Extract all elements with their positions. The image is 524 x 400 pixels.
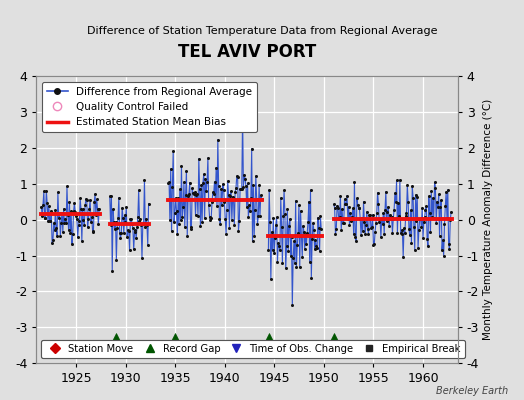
Y-axis label: Monthly Temperature Anomaly Difference (°C): Monthly Temperature Anomaly Difference (… — [483, 99, 493, 340]
Text: Difference of Station Temperature Data from Regional Average: Difference of Station Temperature Data f… — [87, 26, 437, 36]
Legend: Station Move, Record Gap, Time of Obs. Change, Empirical Break: Station Move, Record Gap, Time of Obs. C… — [41, 340, 465, 358]
Text: Berkeley Earth: Berkeley Earth — [436, 386, 508, 396]
Title: TEL AVIV PORT: TEL AVIV PORT — [178, 43, 316, 61]
